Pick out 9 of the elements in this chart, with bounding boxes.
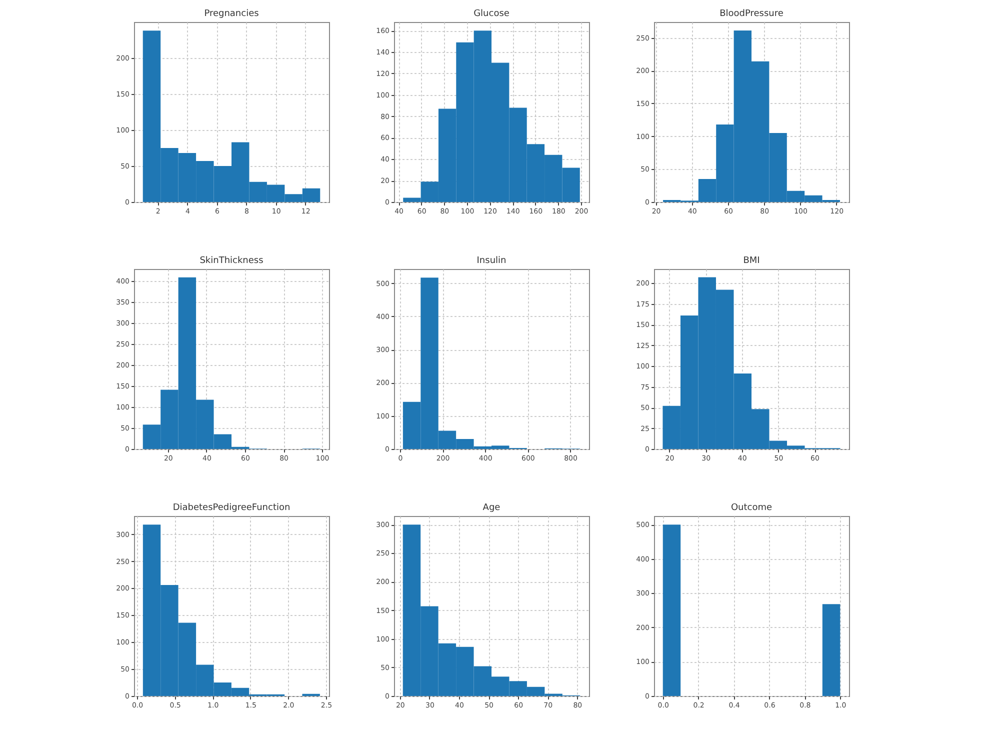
chart-title: SkinThickness <box>200 256 264 266</box>
chart-title: DiabetesPedigreeFunction <box>172 503 290 513</box>
chart-title: Glucose <box>474 9 510 19</box>
chart-title: Age <box>482 503 501 513</box>
chart-title: Insulin <box>476 256 506 266</box>
chart-title: BMI <box>743 256 760 266</box>
chart-title: Pregnancies <box>204 9 260 19</box>
chart-title: BloodPressure <box>720 9 784 19</box>
chart-title: Outcome <box>730 503 772 513</box>
